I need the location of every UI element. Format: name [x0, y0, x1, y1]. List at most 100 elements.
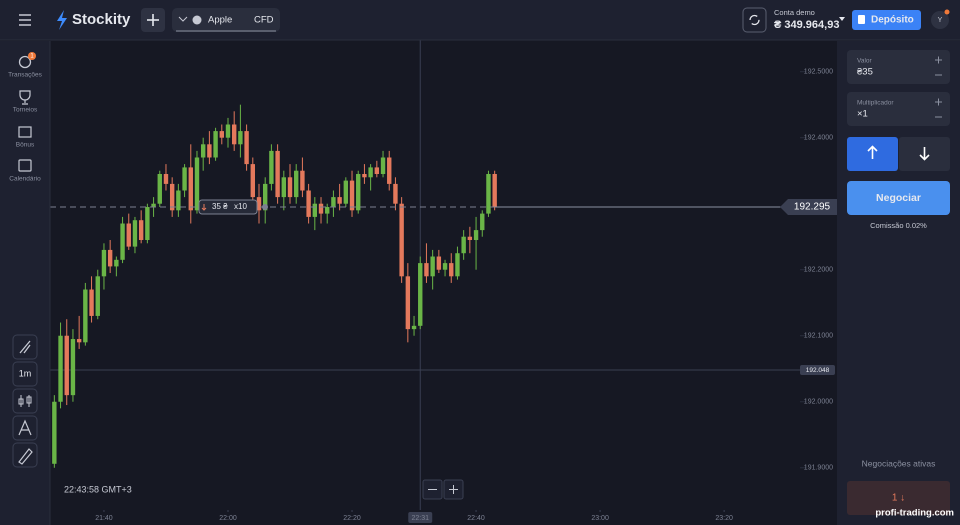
y-tick-label: 192.2000 — [804, 267, 833, 274]
server-time: 22:43:58 GMT+3 — [64, 484, 132, 494]
x-tick-label: 22:31 — [411, 515, 429, 522]
marker-price: 192.048 — [806, 367, 830, 374]
candle-body — [188, 167, 193, 211]
menu-icon[interactable] — [19, 14, 31, 26]
candle-body — [101, 249, 107, 277]
multiplier-steppers[interactable] — [935, 98, 942, 118]
candle-body — [455, 253, 460, 277]
y-tick-label: 191.9000 — [804, 465, 833, 472]
multiplier-field[interactable] — [847, 92, 950, 126]
candle-body — [424, 263, 429, 277]
plus-icon — [449, 485, 458, 494]
tool-button[interactable] — [12, 388, 38, 414]
history-icon[interactable] — [18, 55, 32, 69]
candle-body — [393, 183, 398, 204]
candle-body — [64, 335, 69, 396]
candle-body — [151, 203, 156, 208]
candle-body — [263, 183, 268, 211]
avatar-letter: Y — [938, 17, 943, 24]
avatar-dot — [944, 9, 950, 15]
nav-label[interactable]: Calendário — [9, 176, 41, 183]
candle-body — [343, 180, 349, 204]
multiplier-label: Multiplicador — [857, 100, 894, 107]
timeframe-button[interactable] — [12, 361, 38, 387]
deposit-label: Depósito — [871, 15, 914, 26]
brand: Stockity — [72, 11, 131, 28]
refresh-button[interactable] — [742, 7, 767, 33]
y-tick-label: 192.0000 — [804, 399, 833, 406]
candle-body — [442, 263, 448, 270]
candle-body — [325, 207, 330, 214]
amount-field[interactable] — [847, 50, 950, 84]
chevron — [178, 16, 188, 22]
candle-body — [219, 131, 224, 138]
x-tick-label: 23:00 — [591, 515, 609, 522]
deposit-button[interactable] — [852, 10, 921, 30]
asset-icon — [192, 15, 202, 25]
x-tick-label: 22:20 — [343, 515, 361, 522]
account-label: Conta demo — [774, 8, 815, 17]
candle-body — [368, 167, 373, 178]
balance[interactable]: ₴ 349.964,93 — [774, 19, 839, 31]
candle-body — [461, 236, 466, 254]
candle-body — [256, 197, 262, 211]
nav-label[interactable]: Torneios — [13, 107, 38, 114]
trade-button-label: Negociar — [876, 192, 921, 204]
up-arrow — [867, 145, 878, 159]
candle-body — [107, 249, 113, 267]
candle-body — [300, 170, 305, 191]
candle-body — [436, 256, 442, 270]
balance-caret[interactable] — [839, 17, 845, 21]
x-axis — [50, 510, 837, 525]
trophy-icon[interactable] — [19, 90, 31, 105]
multiplier-value: ×1 — [857, 109, 868, 120]
candle-body — [176, 190, 181, 211]
active-count: 1 ↓ — [892, 493, 905, 504]
amount-steppers[interactable] — [935, 56, 942, 76]
plot: 192.5000192.4000192.3000192.2000192.1000… — [50, 40, 837, 525]
x-tick-label: 22:40 — [467, 515, 485, 522]
candle-body — [182, 167, 187, 191]
candle-body — [163, 174, 169, 184]
asset-tab[interactable] — [172, 8, 280, 32]
x-tick-label: 23:20 — [715, 515, 733, 522]
candle-body — [337, 197, 342, 204]
avatar[interactable] — [931, 11, 949, 29]
active-trades[interactable] — [847, 481, 950, 515]
nav-label[interactable]: Transações — [8, 72, 42, 79]
candle-body — [356, 174, 361, 211]
price-tag — [780, 199, 837, 216]
candle-body — [238, 131, 243, 145]
candle-body — [492, 174, 497, 208]
nav-label[interactable]: Bônus — [16, 142, 35, 149]
y-tick-label: 192.5000 — [804, 69, 833, 76]
candle-body — [250, 164, 255, 198]
trade-arrow — [201, 204, 207, 211]
candle-body — [318, 203, 324, 214]
candle-body — [399, 203, 404, 277]
candle-body — [269, 150, 274, 184]
gift-icon[interactable] — [18, 126, 32, 138]
y-tick-label: 192.1000 — [804, 333, 833, 340]
badge-count: 1 — [30, 54, 34, 60]
calendar-icon[interactable] — [18, 159, 32, 172]
price-tag — [800, 365, 835, 376]
candle-body — [157, 174, 162, 204]
candle-body — [312, 203, 318, 217]
trade-button[interactable] — [847, 181, 950, 215]
active-label: Negociações ativas — [862, 458, 936, 468]
candle-body — [349, 180, 355, 211]
trade-multiplier: x10 — [234, 202, 247, 211]
current-price: 192.295 — [794, 202, 831, 213]
candle-body — [275, 150, 280, 198]
rocket-icon — [19, 340, 31, 354]
x-tick-highlight — [408, 512, 433, 523]
candle-body — [405, 276, 411, 330]
candle-body — [95, 276, 100, 316]
candle-body — [70, 339, 76, 396]
candle-body — [52, 401, 57, 464]
trade-handle — [262, 204, 268, 211]
